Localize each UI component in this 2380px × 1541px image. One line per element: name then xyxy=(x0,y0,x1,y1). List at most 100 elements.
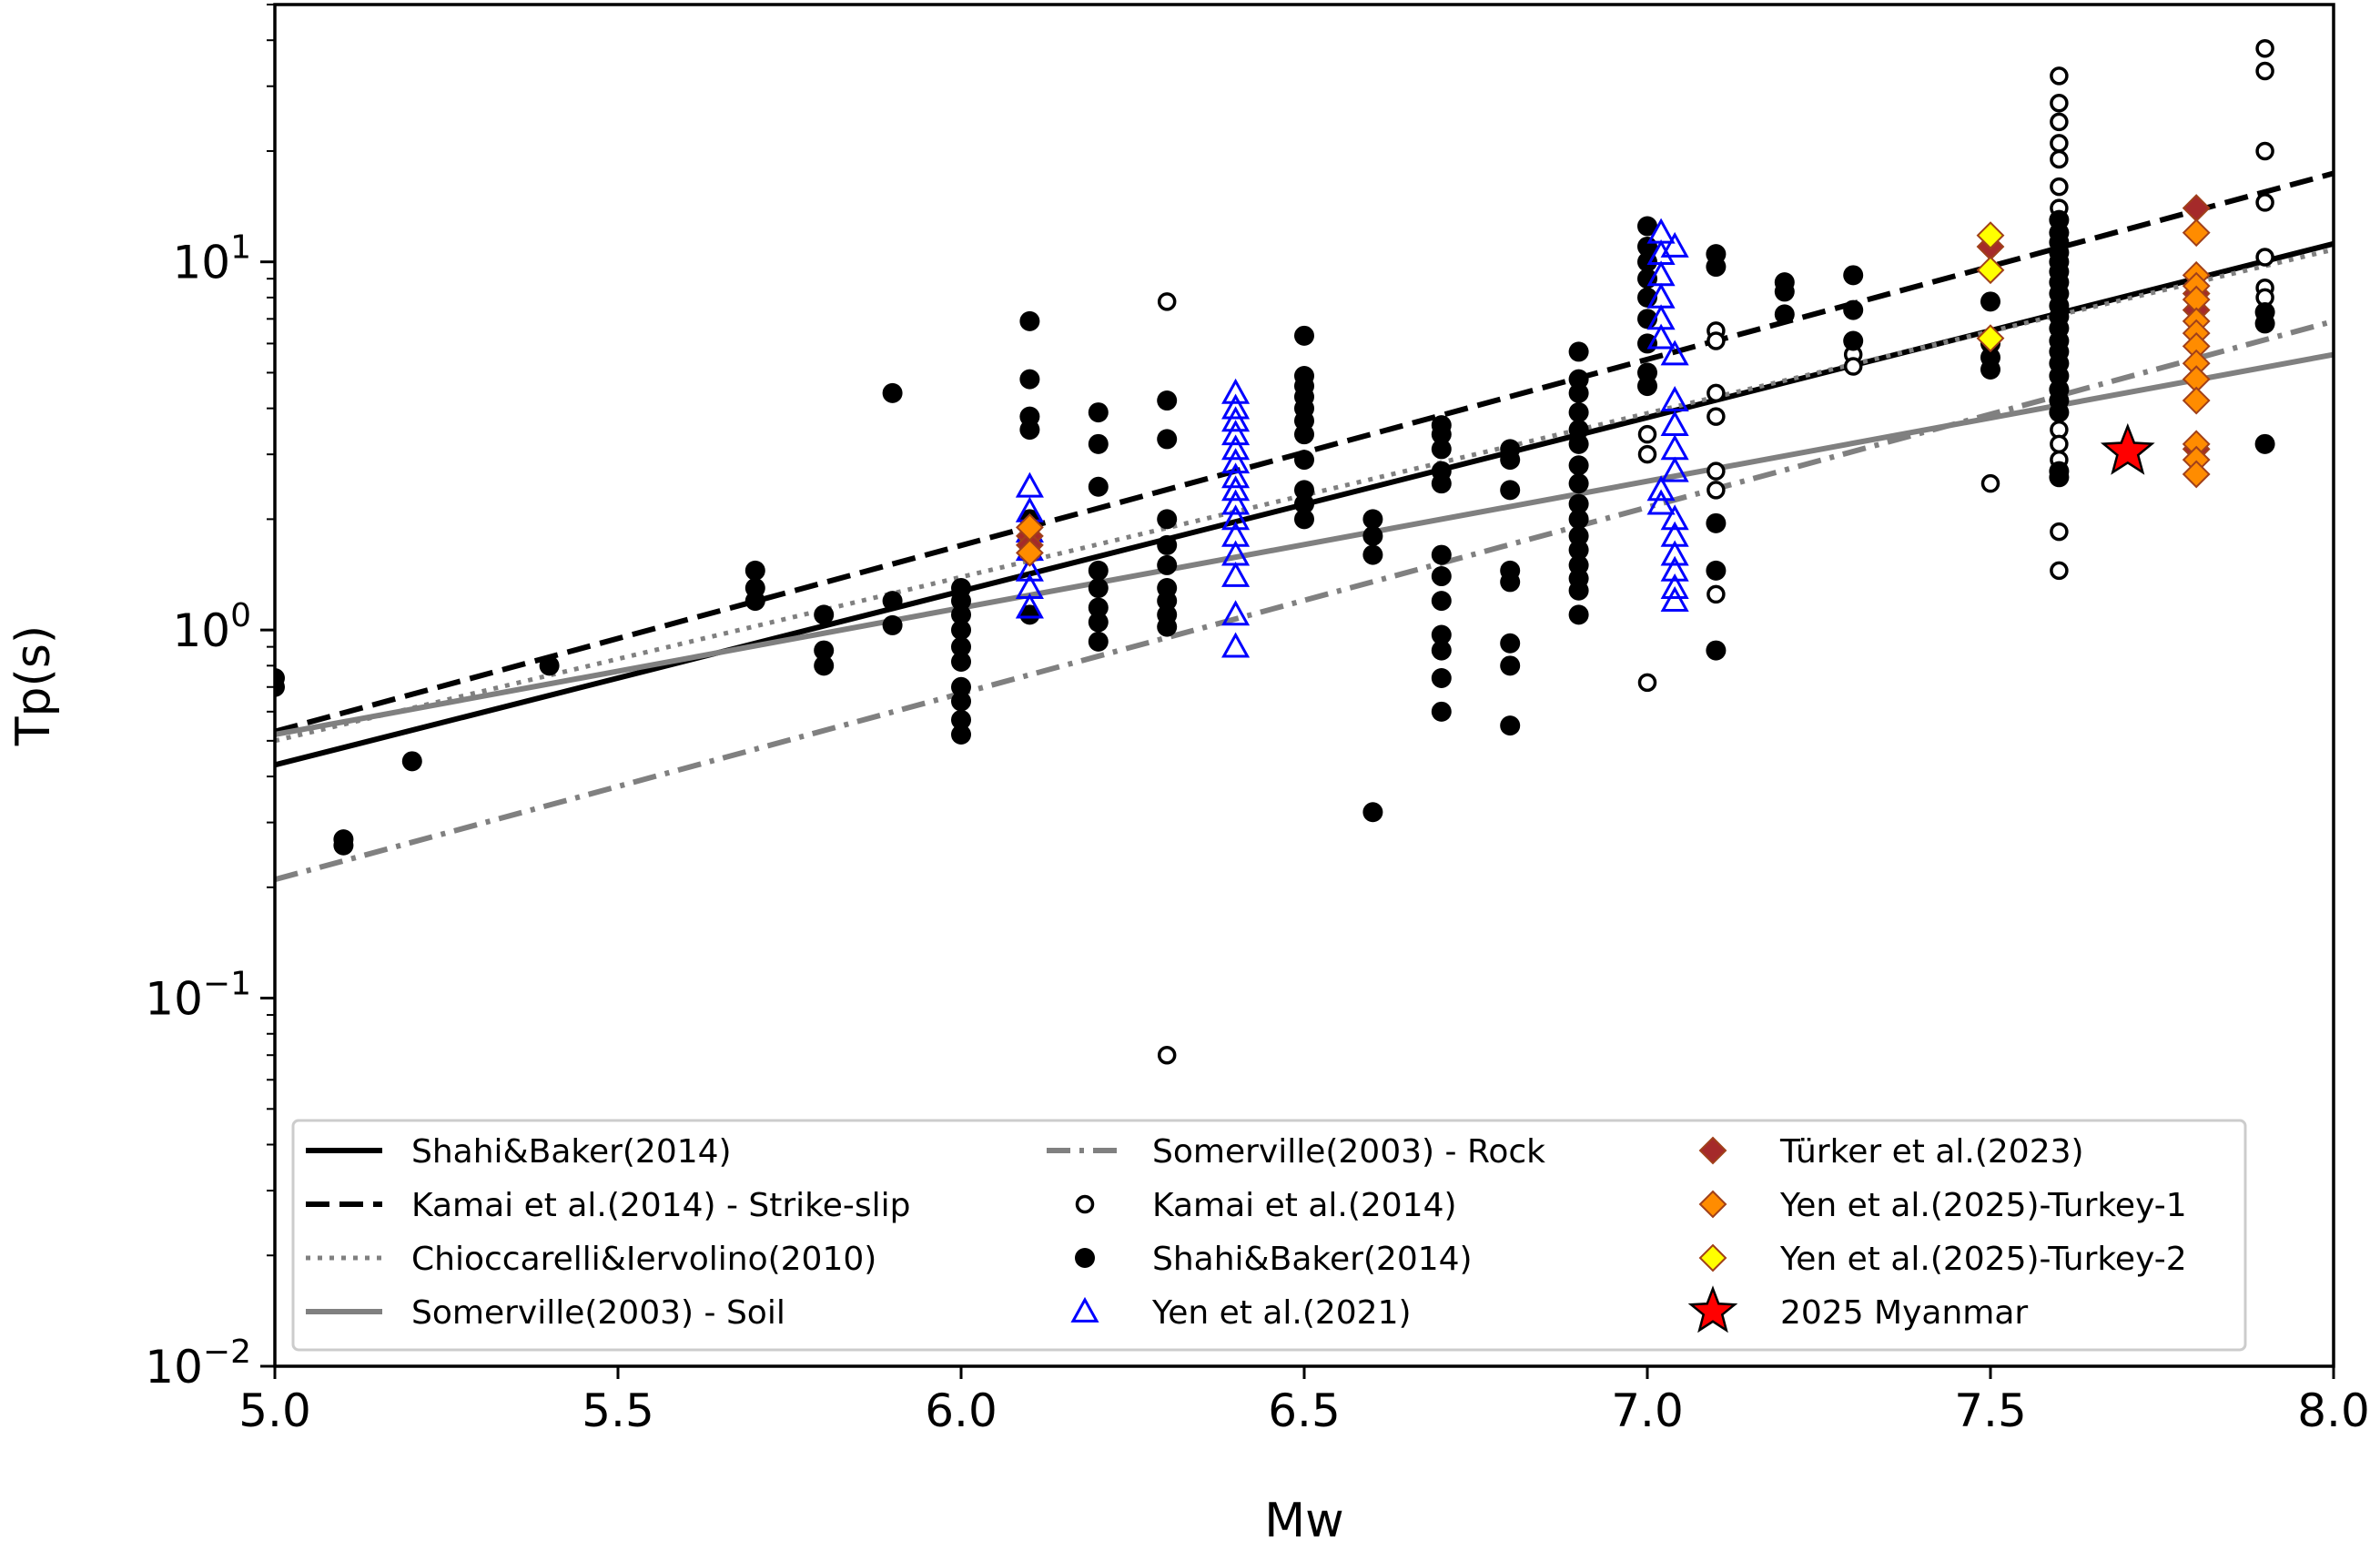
point-0-30 xyxy=(2255,61,2274,81)
point-1-1 xyxy=(275,676,285,697)
point-1-95 xyxy=(1568,525,1589,546)
legend-label-3: Somerville(2003) - Soil xyxy=(411,1294,785,1332)
point-1-45 xyxy=(1157,554,1178,575)
x-tick-label-2: 6.0 xyxy=(925,1384,998,1437)
x-tick-label-3: 6.5 xyxy=(1268,1384,1341,1437)
point-1-60 xyxy=(1294,509,1314,530)
point-0-27 xyxy=(2050,522,2069,542)
point-5-0 xyxy=(1976,221,2005,250)
point-1-16 xyxy=(951,591,971,612)
point-1-69 xyxy=(1431,473,1452,494)
point-1-32 xyxy=(1019,604,1040,625)
point-1-4 xyxy=(401,751,422,772)
point-1-24 xyxy=(951,724,971,745)
point-1-71 xyxy=(1431,566,1452,587)
point-2-11 xyxy=(1221,434,1251,461)
point-1-120 xyxy=(1843,330,1864,351)
point-1-114 xyxy=(1706,640,1727,661)
point-1-9 xyxy=(814,604,835,625)
x-axis-label: Mw xyxy=(1264,1494,1343,1541)
point-0-20 xyxy=(2050,177,2069,197)
legend-swatch-8 xyxy=(1698,1136,1727,1165)
fit-line-3 xyxy=(275,351,2334,737)
point-0-4 xyxy=(1637,444,1657,464)
point-1-112 xyxy=(1706,512,1727,533)
point-1-81 xyxy=(1500,572,1521,593)
point-2-29 xyxy=(1646,489,1676,515)
point-1-90 xyxy=(1568,433,1589,454)
point-4-1 xyxy=(1015,538,1044,567)
point-1-35 xyxy=(1088,476,1109,497)
legend-item-0: Shahi&Baker(2014) xyxy=(306,1133,732,1171)
x-tick-label-6: 8.0 xyxy=(2297,1384,2370,1437)
point-1-73 xyxy=(1431,624,1452,645)
point-2-10 xyxy=(1221,420,1251,446)
point-1-39 xyxy=(1088,612,1109,633)
legend-swatch-11 xyxy=(1687,1285,1738,1333)
legend-label-6: Shahi&Baker(2014) xyxy=(1152,1241,1473,1278)
point-0-32 xyxy=(2255,193,2274,212)
point-1-94 xyxy=(1568,509,1589,530)
point-1-72 xyxy=(1431,591,1452,612)
legend-item-4: Somerville(2003) - Rock xyxy=(1047,1133,1545,1171)
fit-line-4 xyxy=(275,318,2334,883)
point-1-33 xyxy=(1088,402,1109,423)
point-1-5 xyxy=(539,655,560,676)
legend-item-8: Türker et al.(2023) xyxy=(1698,1133,2084,1171)
x-tick-label-1: 5.5 xyxy=(582,1384,654,1437)
point-1-21 xyxy=(951,676,971,697)
point-0-2 xyxy=(1637,673,1657,693)
point-1-49 xyxy=(1157,616,1178,637)
series-1 xyxy=(275,209,2275,856)
legend-swatch-10 xyxy=(1698,1243,1727,1272)
point-1-36 xyxy=(1088,560,1109,581)
point-2-40 xyxy=(1660,573,1689,599)
point-1-146 xyxy=(2254,313,2275,334)
legend-label-8: Türker et al.(2023) xyxy=(1779,1133,2084,1171)
point-2-32 xyxy=(1660,385,1689,411)
point-0-11 xyxy=(1707,584,1726,604)
point-1-19 xyxy=(951,636,971,657)
legend-item-10: Yen et al.(2025)-Turkey-2 xyxy=(1698,1241,2187,1278)
point-0-17 xyxy=(2050,112,2069,132)
legend-item-2: Chioccarelli&Iervolino(2010) xyxy=(306,1241,876,1278)
point-1-44 xyxy=(1157,534,1178,555)
point-2-28 xyxy=(1646,475,1676,502)
point-1-56 xyxy=(1294,424,1314,445)
series-4 xyxy=(1015,218,2211,567)
point-1-87 xyxy=(1568,382,1589,403)
point-1-50 xyxy=(1294,325,1314,346)
point-1-61 xyxy=(1362,509,1383,530)
legend-item-3: Somerville(2003) - Soil xyxy=(306,1294,785,1332)
point-0-14 xyxy=(1980,473,2000,493)
point-1-14 xyxy=(882,614,903,635)
y-tick-label-3: 101 xyxy=(172,229,251,289)
point-2-14 xyxy=(1221,475,1251,502)
point-1-12 xyxy=(882,382,903,403)
point-2-8 xyxy=(1221,393,1251,420)
legend-label-10: Yen et al.(2025)-Turkey-2 xyxy=(1779,1241,2187,1278)
legend-label-5: Kamai et al.(2014) xyxy=(1152,1187,1457,1224)
point-5-1 xyxy=(1976,256,2005,285)
point-1-85 xyxy=(1568,341,1589,362)
point-2-27 xyxy=(1646,323,1676,350)
point-2-39 xyxy=(1660,555,1689,582)
point-2-38 xyxy=(1660,540,1689,566)
point-4-11 xyxy=(2182,386,2211,415)
legend: Shahi&Baker(2014) Kamai et al.(2014) - St… xyxy=(291,1119,2247,1352)
point-0-28 xyxy=(2050,561,2069,581)
point-1-124 xyxy=(1980,359,2000,380)
point-1-88 xyxy=(1568,402,1589,423)
point-1-34 xyxy=(1088,433,1109,454)
point-2-31 xyxy=(1660,340,1689,366)
point-1-100 xyxy=(1568,604,1589,625)
point-2-6 xyxy=(1015,593,1044,619)
point-2-30 xyxy=(1660,231,1689,258)
y-tick-label-0: 10−2 xyxy=(145,1333,251,1394)
legend-item-9: Yen et al.(2025)-Turkey-1 xyxy=(1698,1187,2187,1224)
point-2-21 xyxy=(1221,632,1251,658)
y-tick-label-1: 10−1 xyxy=(145,966,251,1026)
series-2 xyxy=(1015,218,1689,658)
axes: 5.0 5.5 6.0 6.5 7.0 7.5 8.0 10−2 10−1 100 101 Mw Tp(… xyxy=(6,4,2370,1541)
point-1-18 xyxy=(951,620,971,641)
